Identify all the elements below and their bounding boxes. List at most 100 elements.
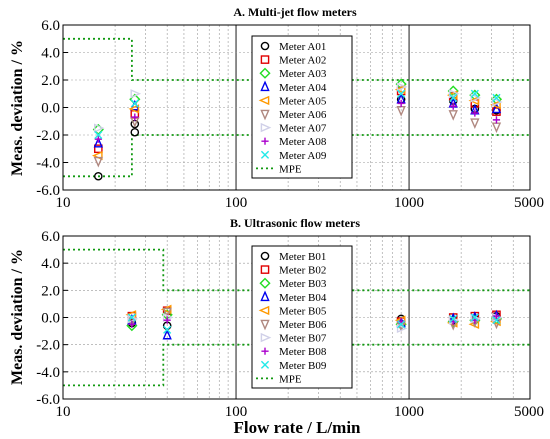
legend-swatch [259,67,271,79]
data-point [397,99,405,107]
panel-a-y-ticks: -6.0 -4.0 -2.0 0.0 2.0 4.0 6.0 [36,18,68,199]
legend-swatch [258,305,270,316]
data-point [94,130,103,140]
data-point [163,316,171,324]
x-tick-label: 10 [56,404,71,420]
data-point [162,328,172,340]
data-point [471,109,479,117]
x-tick-label: 5000 [514,195,544,211]
y-tick-label: 0.0 [41,101,60,117]
y-tick-label: 2.0 [41,283,60,299]
y-tick-label: 6.0 [41,229,60,245]
legend-label: Meter A07 [279,123,327,135]
panel-b-y-ticks: -6.0 -4.0 -2.0 0.0 2.0 4.0 6.0 [36,229,68,408]
legend-swatch [261,347,269,355]
data-point [94,123,105,133]
legend-swatch [260,109,270,121]
legend-swatch [260,360,270,369]
data-point [397,89,406,98]
data-point [93,136,103,148]
panel-b-title: B. Ultrasonic flow meters [230,216,360,230]
legend-swatch [260,251,270,261]
legend-label: Meter A01 [279,41,326,53]
legend-swatch [259,277,271,289]
data-point [94,135,102,143]
x-tick-label: 10 [56,195,71,211]
x-tick-label: 100 [225,404,248,420]
data-point [449,102,457,110]
legend-label: Meter B08 [279,346,327,358]
data-point [449,314,458,323]
legend-label: MPE [279,373,302,385]
data-point [491,122,502,134]
data-point [396,82,408,92]
legend-swatch [260,122,272,133]
legend-label: Meter B04 [279,292,327,304]
panel-a-title: A. Multi-jet flow meters [233,5,357,19]
data-point [397,320,406,329]
y-tick-label: 4.0 [41,46,60,62]
panel-a: A. Multi-jet flow meters -6.0 -4.0 -2.0 0.0… [9,5,544,211]
y-tick-label: -4.0 [36,156,60,172]
legend-label: Meter B02 [279,265,326,277]
y-tick-label: -6.0 [36,183,60,199]
data-point [131,113,139,121]
y-tick-label: -2.0 [36,338,60,354]
data-point [128,104,140,114]
legend-swatch [260,55,270,64]
data-point [470,93,482,103]
y-tick-label: 0.0 [41,311,60,327]
data-point [130,127,140,137]
data-point [470,89,479,98]
legend-swatch [260,150,270,159]
legend-label: Meter B07 [279,333,327,345]
legend-label: Meter B09 [279,360,327,372]
panel-b-points [125,304,503,340]
legend-label: MPE [279,163,302,175]
data-point [128,320,136,328]
panel-a-y-label: Meas. deviation / % [9,40,26,176]
data-point [492,97,503,107]
legend-swatch [260,41,270,51]
data-point [394,84,406,95]
legend-label: Meter B05 [279,305,327,317]
legend-swatch [260,332,272,343]
data-point [396,323,408,334]
legend-swatch [260,265,270,274]
panel-a-x-ticks: 10 100 1000 5000 [56,195,545,211]
data-point [130,89,142,99]
legend-swatch [261,137,269,145]
data-point [470,313,479,322]
data-point [163,325,172,334]
data-point [448,89,460,99]
y-tick-label: -6.0 [36,392,60,408]
legend-swatch [258,95,270,106]
panel-b-x-ticks: 10 100 1000 5000 [56,404,545,420]
data-point [490,100,501,110]
y-tick-label: 4.0 [41,256,60,272]
legend-label: Meter B03 [279,278,327,290]
data-point [94,144,103,154]
x-tick-label: 1000 [394,195,424,211]
data-point [468,95,480,106]
data-point [448,110,458,121]
legend-label: Meter A02 [279,55,326,67]
legend-label: Meter B01 [279,251,326,263]
data-point [449,93,458,102]
legend-swatch [260,319,270,331]
mpe-lower-line [63,343,530,387]
data-point [93,156,103,168]
y-tick-label: -2.0 [36,128,60,144]
legend-label: Meter A04 [279,82,327,94]
data-point [130,99,139,108]
x-axis-label: Flow rate / L/min [233,418,361,437]
x-tick-label: 100 [225,195,248,211]
y-tick-label: 2.0 [41,73,60,89]
legend-swatch [260,290,270,302]
panel-b-y-label: Meas. deviation / % [9,249,26,385]
y-tick-label: -4.0 [36,365,60,381]
panel-b-mpe [63,248,530,387]
x-tick-label: 5000 [514,404,544,420]
